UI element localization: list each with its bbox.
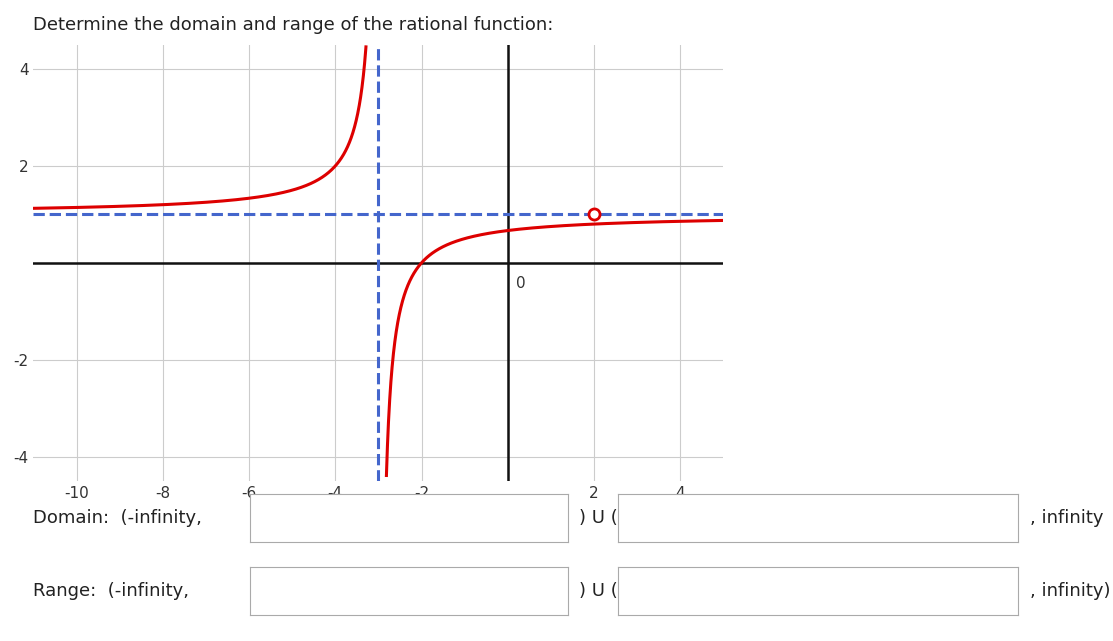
Text: , infinity: , infinity xyxy=(1030,508,1103,527)
Text: 0: 0 xyxy=(515,276,525,292)
Text: Range:  (-infinity,: Range: (-infinity, xyxy=(33,582,189,601)
Text: Domain:  (-infinity,: Domain: (-infinity, xyxy=(33,508,203,527)
Text: , infinity): , infinity) xyxy=(1030,582,1110,601)
Text: ) U (: ) U ( xyxy=(579,582,618,601)
Text: Determine the domain and range of the rational function:: Determine the domain and range of the ra… xyxy=(33,16,554,34)
Text: ) U (: ) U ( xyxy=(579,508,618,527)
